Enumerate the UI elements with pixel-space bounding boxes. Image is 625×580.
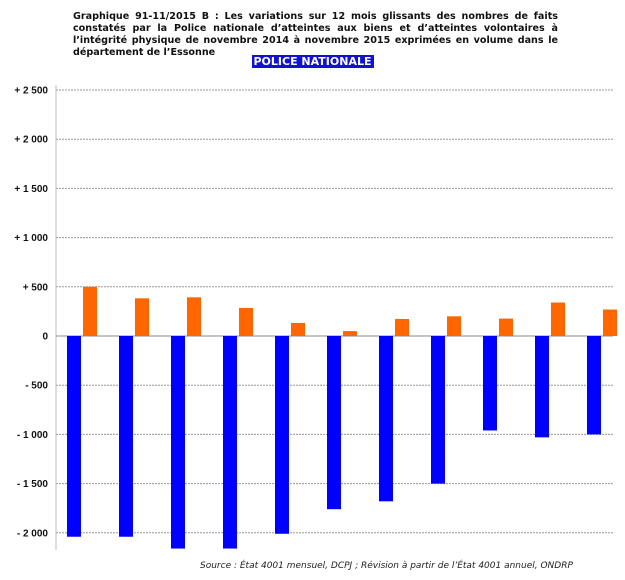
y-tick-label: - 1 000 [17, 430, 49, 441]
bar-aivp [395, 318, 409, 336]
bar-biens [171, 336, 185, 549]
bar-biens [587, 336, 601, 435]
y-tick-label: + 1 000 [14, 233, 48, 244]
bar-biens [379, 336, 393, 502]
y-tick-label: - 1 500 [17, 479, 49, 490]
bar-biens [535, 336, 549, 438]
y-tick-label: + 2 000 [14, 135, 48, 146]
bar-aivp [83, 286, 97, 336]
chart-title: Graphique 91-11/2015 B : Les variations … [73, 11, 558, 58]
y-tick-label: 0 [42, 332, 48, 343]
bar-aivp [135, 298, 149, 336]
bar-biens [275, 336, 289, 534]
chart-subtitle: POLICE NATIONALE [251, 55, 374, 68]
bar-biens [223, 336, 237, 549]
bar-biens [327, 336, 341, 510]
bar-aivp [447, 316, 461, 336]
bar-aivp [291, 322, 305, 336]
bar-aivp [343, 331, 357, 336]
bar-biens [67, 336, 81, 537]
bar-aivp [499, 318, 513, 336]
y-tick-label: + 500 [23, 282, 49, 293]
y-tick-label: + 1 500 [14, 184, 48, 195]
bar-aivp [551, 302, 565, 336]
chart-subtitle-wrap: POLICE NATIONALE [0, 50, 625, 69]
bar-aivp [239, 307, 253, 336]
bar-biens [483, 336, 497, 431]
y-tick-label: - 500 [25, 381, 48, 392]
y-tick-label: + 2 500 [14, 86, 48, 97]
bar-aivp [187, 297, 201, 336]
y-tick-label: - 2 000 [17, 528, 49, 539]
bar-biens [431, 336, 445, 484]
bar-biens [119, 336, 133, 537]
chart-source: Source : État 4001 mensuel, DCPJ ; Révis… [200, 561, 573, 571]
bar-aivp [603, 309, 617, 336]
